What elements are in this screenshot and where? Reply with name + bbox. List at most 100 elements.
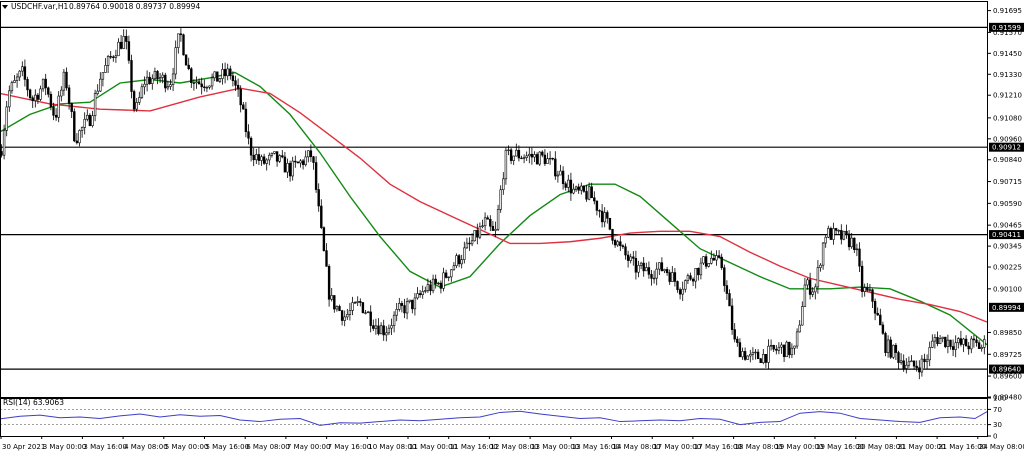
bear-candle-body — [54, 114, 58, 118]
bull-candle-body — [502, 178, 505, 191]
candlestick — [676, 280, 679, 293]
bull-candle-body — [842, 230, 846, 240]
candlestick — [421, 285, 424, 299]
candlestick — [10, 80, 14, 94]
candlestick — [5, 101, 8, 137]
bull-candle-body — [645, 267, 648, 272]
bear-candle-body — [736, 338, 739, 343]
candlestick — [346, 308, 349, 320]
candlestick — [312, 155, 315, 170]
time-tick-label: 11 May 00:00 — [409, 443, 457, 451]
bear-candle-body — [582, 185, 586, 192]
candlestick — [749, 349, 752, 363]
candlestick — [309, 144, 313, 162]
price-tick-label: 0.89600 — [993, 373, 1022, 381]
bear-candle-body — [725, 285, 729, 294]
bull-candle-body — [803, 284, 807, 307]
bear-candle-body — [561, 170, 565, 185]
candlestick — [889, 336, 892, 359]
time-tick-label: 6 May 08:00 — [246, 443, 290, 451]
bull-candle-body — [408, 299, 411, 302]
bear-candle-body — [429, 284, 432, 292]
candlestick — [364, 310, 367, 315]
candlestick — [281, 150, 284, 159]
price-tick-label: 0.90840 — [993, 156, 1022, 164]
bull-candle-body — [470, 240, 474, 245]
candlestick — [673, 268, 677, 287]
bull-candle-body — [905, 364, 908, 369]
candlestick — [416, 287, 419, 300]
candlestick — [871, 288, 874, 309]
candlestick — [941, 336, 944, 343]
bull-candle-body — [405, 301, 409, 314]
candlestick — [528, 147, 531, 164]
bull-candle-body — [106, 56, 110, 66]
bear-candle-body — [434, 278, 437, 284]
bull-candle-body — [684, 280, 687, 290]
bear-candle-body — [322, 227, 326, 251]
bear-candle-body — [119, 41, 123, 49]
candlestick — [86, 109, 89, 122]
candlestick — [174, 40, 177, 80]
bull-candle-body — [5, 106, 8, 131]
bear-candle-body — [182, 34, 185, 56]
bear-candle-body — [23, 66, 27, 80]
bear-candle-body — [231, 75, 235, 81]
candlestick — [200, 77, 203, 95]
bull-candle-body — [572, 188, 575, 194]
bear-candle-body — [247, 131, 250, 139]
candlestick — [795, 328, 799, 349]
candlestick — [244, 102, 248, 138]
bull-candle-body — [694, 268, 697, 282]
candlestick — [122, 29, 125, 49]
price-plot-area[interactable] — [0, 26, 988, 380]
bear-candle-body — [569, 179, 573, 194]
candlestick — [554, 151, 557, 180]
candlestick — [598, 209, 601, 218]
candlestick — [725, 280, 729, 300]
candlestick — [299, 159, 302, 168]
level-price-tag-text: 0.90411 — [992, 231, 1021, 239]
bear-candle-body — [70, 103, 73, 112]
rsi-panel[interactable]: RSI(14) 63.9063 — [0, 398, 988, 426]
bear-candle-body — [125, 35, 128, 42]
candlestick — [450, 269, 453, 282]
time-tick-label: 10 May 08:00 — [368, 443, 416, 451]
candlestick — [933, 334, 937, 349]
bull-candle-body — [574, 186, 578, 190]
candlestick — [379, 322, 383, 335]
candlestick — [759, 357, 762, 363]
bear-candle-body — [476, 230, 479, 238]
bear-candle-body — [593, 197, 596, 202]
bull-candle-body — [138, 97, 141, 103]
bull-candle-body — [567, 179, 570, 188]
candlestick — [585, 184, 588, 202]
bull-candle-body — [83, 118, 86, 128]
bear-candle-body — [338, 306, 341, 311]
price-axis[interactable]: 0.91695 0.91570 0.91450 0.91330 0.91210 0.910… — [988, 7, 1022, 402]
candlestick — [83, 112, 86, 135]
bear-candle-body — [65, 71, 68, 89]
candlestick — [468, 237, 471, 251]
candlestick — [28, 88, 32, 101]
candlestick — [444, 269, 448, 279]
level-price-tag — [989, 364, 1024, 374]
bear-candle-body — [75, 140, 79, 144]
candlestick — [460, 254, 463, 269]
bull-candle-body — [814, 286, 817, 293]
bull-candle-body — [957, 338, 960, 344]
candlestick — [728, 289, 731, 307]
bear-candle-body — [845, 230, 848, 235]
candlestick — [824, 234, 827, 248]
candlestick — [665, 266, 669, 276]
candlestick — [977, 340, 981, 349]
bull-candle-body — [91, 115, 94, 127]
bull-candle-body — [850, 237, 853, 248]
bull-candle-body — [925, 359, 929, 363]
candlestick — [431, 274, 435, 294]
candlestick — [639, 261, 643, 270]
triangle-down-icon[interactable] — [2, 5, 8, 9]
bear-candle-body — [915, 365, 918, 369]
candlestick — [923, 353, 926, 369]
